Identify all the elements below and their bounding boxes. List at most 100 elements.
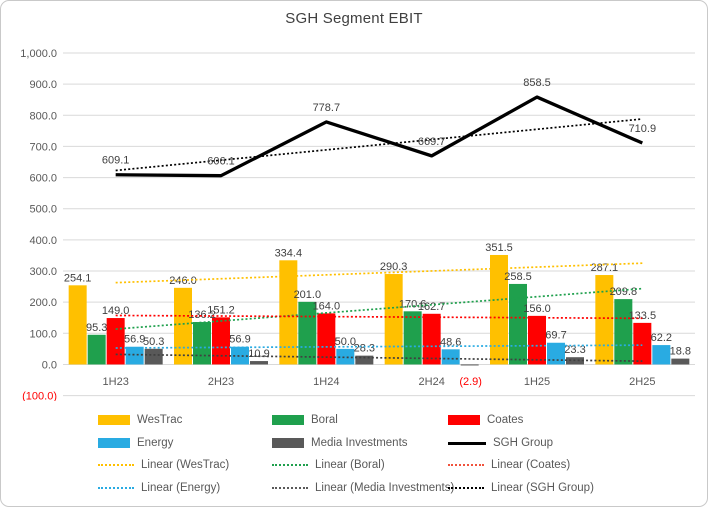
bar-coates-2h25[interactable] [633,322,652,365]
bar-westrac-2h25[interactable] [595,275,614,365]
x-tick-label: 1H24 [313,376,339,388]
bar-label-boral-2h23: 136.2 [188,309,216,321]
y-tick-label: 200.0 [29,297,57,309]
series-color-swatch [98,438,130,448]
legend-item-media-investments[interactable]: Media Investments [272,436,408,450]
bar-boral-2h24[interactable] [403,311,422,365]
bar-label-coates-2h25: 133.5 [629,310,657,322]
bar-energy-2h24[interactable] [441,349,460,365]
bar-label-energy-2h24: 48.6 [440,336,461,348]
legend-item-boral[interactable]: Boral [272,413,338,427]
line-label-sgh-group-1h23: 609.1 [102,155,130,167]
y-tick-label: 300.0 [29,266,57,278]
legend-label: Linear (Media Investments) [315,482,455,494]
legend-label: Linear (Energy) [141,482,221,494]
legend-item-linear-energy[interactable]: Linear (Energy) [98,481,220,495]
series-color-swatch [98,415,130,425]
dotted-line-swatch-icon [272,487,308,489]
legend-item-coates[interactable]: Coates [448,413,523,427]
bar-boral-1h25[interactable] [509,283,527,365]
bar-westrac-2h24[interactable] [384,274,403,365]
y-tick-label: 1,000.0 [20,48,57,60]
bar-label-westrac-1h24: 334.4 [275,247,303,259]
y-tick-label: 0.0 [42,359,57,371]
line-swatch-icon [448,441,486,445]
series-color-swatch [448,415,480,425]
bar-label-energy-1h25: 69.7 [545,330,566,342]
line-label-sgh-group-2h23: 606.1 [207,156,235,168]
bar-coates-1h24[interactable] [317,313,336,365]
bar-energy-2h25[interactable] [652,345,671,365]
chart-title: SGH Segment EBIT [285,10,423,27]
line-label-sgh-group-1h24: 778.7 [313,102,341,114]
legend-label: Linear (Boral) [315,459,385,471]
dotted-line-swatch-icon [98,464,134,466]
legend-label: Linear (Coates) [491,459,571,471]
bar-coates-2h23[interactable] [212,317,230,365]
bar-westrac-1h23[interactable] [68,285,87,365]
legend-item-linear-media-investments[interactable]: Linear (Media Investments) [272,481,454,495]
line-label-sgh-group-2h24: 669.7 [418,136,446,148]
bar-label-boral-2h25: 209.8 [610,286,638,298]
y-tick-label: 500.0 [29,204,57,216]
legend-item-linear-sgh-group[interactable]: Linear (SGH Group) [448,481,594,495]
legend-label: Boral [311,414,338,426]
legend-label: Linear (WesTrac) [141,459,230,471]
bar-coates-2h24[interactable] [422,313,441,365]
y-tick-label: 900.0 [29,79,57,91]
bar-boral-2h25[interactable] [614,299,633,365]
bar-boral-1h23[interactable] [87,334,106,365]
legend-item-linear-boral[interactable]: Linear (Boral) [272,458,385,472]
bar-label-energy-1h24: 50.0 [335,336,356,348]
y-tick-label: 100.0 [29,328,57,340]
bar-westrac-2h23[interactable] [174,287,192,365]
bar-media-investments-1h23[interactable] [144,348,163,365]
bar-media-investments-2h25[interactable] [671,358,690,365]
legend-label: Linear (SGH Group) [491,482,594,494]
bar-label-coates-1h23: 149.0 [102,305,130,317]
x-tick-label: 1H25 [524,376,550,388]
legend-label: Energy [137,437,174,449]
legend-label: Media Investments [311,437,408,449]
bar-label-coates-2h23: 151.2 [207,304,235,316]
x-tick-label: 2H23 [208,376,234,388]
bar-label-media-investments-2h25: 18.8 [670,346,691,358]
bar-coates-1h23[interactable] [106,318,125,365]
x-tick-label: 2H25 [629,376,655,388]
legend-item-westrac[interactable]: WesTrac [98,413,182,427]
bar-westrac-1h24[interactable] [279,260,298,365]
legend-label: SGH Group [493,437,554,449]
line-label-sgh-group-1h25: 858.5 [523,77,551,89]
bar-energy-1h25[interactable] [547,342,565,365]
legend-item-linear-coates[interactable]: Linear (Coates) [448,458,570,472]
bar-media-investments-2h24[interactable] [460,364,479,366]
sgh-group-line[interactable] [115,95,643,178]
bar-media-investments-1h24[interactable] [355,355,374,365]
plot-area: 1,000.0 900.0 800.0 700.0 600.0 500.0 400.0 300… [20,48,695,401]
bar-media-investments-2h23[interactable] [250,361,268,365]
bar-energy-2h23[interactable] [231,346,249,365]
legend-item-energy[interactable]: Energy [98,436,173,450]
series-color-swatch [272,415,304,425]
bar-boral-2h23[interactable] [193,322,211,365]
bar-label-energy-2h23: 56.9 [229,334,250,346]
bar-label-westrac-2h24: 290.3 [380,261,408,273]
bar-label-westrac-1h23: 254.1 [64,272,92,284]
bar-label-westrac-1h25: 351.5 [485,242,513,254]
legend-item-linear-westrac[interactable]: Linear (WesTrac) [98,458,229,472]
bar-label-energy-1h23: 56.9 [124,334,145,346]
bar-label-media-investments-1h25: 23.3 [564,344,585,356]
bar-label-media-investments-1h23: 50.3 [143,336,164,348]
series-color-swatch [272,438,304,448]
bar-label-boral-1h23: 95.3 [86,322,107,334]
bar-label-media-investments-2h24: (2.9) [459,376,482,388]
bar-westrac-1h25[interactable] [490,254,508,365]
bar-coates-1h25[interactable] [528,315,546,365]
bar-energy-1h23[interactable] [125,346,144,365]
bar-boral-1h24[interactable] [298,301,317,365]
bar-energy-1h24[interactable] [336,348,355,365]
bar-label-media-investments-1h24: 28.3 [354,343,375,355]
bar-label-coates-1h24: 164.0 [313,300,341,312]
dotted-line-swatch-icon [98,487,134,489]
legend-item-sgh-group[interactable]: SGH Group [448,436,553,450]
